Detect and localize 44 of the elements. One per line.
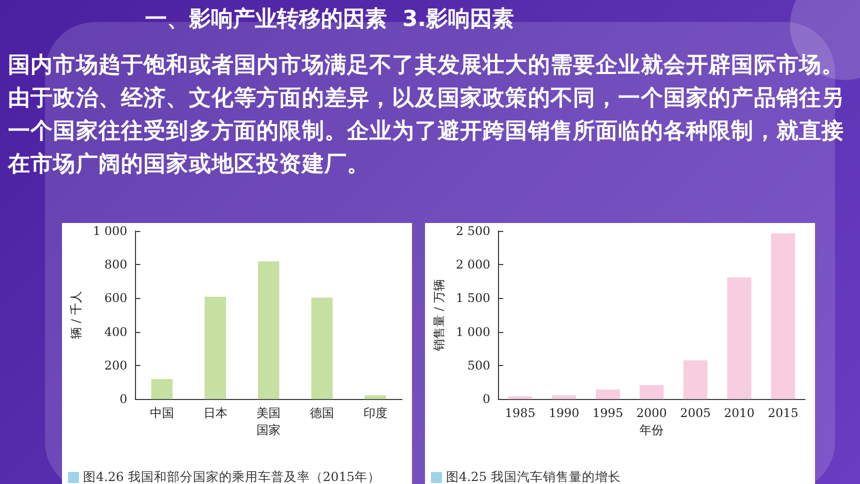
bar <box>552 395 576 400</box>
bar <box>258 261 280 400</box>
x-tick-label: 2010 <box>724 406 755 420</box>
x-axis-title: 国家 <box>256 423 281 437</box>
bar <box>364 395 386 400</box>
bar <box>771 233 796 400</box>
x-tick-label: 美国 <box>256 406 281 420</box>
y-tick-label: 2 000 <box>456 258 490 272</box>
x-tick-label: 2005 <box>680 406 711 420</box>
y-axis-title: 辆 / 千人 <box>69 291 83 339</box>
bar <box>508 396 532 400</box>
x-tick-label: 1990 <box>548 406 580 420</box>
bar <box>151 379 173 400</box>
x-tick-label: 日本 <box>203 406 228 420</box>
y-tick-label: 800 <box>104 258 128 272</box>
x-tick-label: 1985 <box>504 406 536 420</box>
y-axis-title: 销售量 / 万辆 <box>432 279 446 352</box>
y-tick-label: 1 500 <box>456 291 490 306</box>
x-tick-label: 德国 <box>310 406 334 420</box>
y-tick-label: 400 <box>104 324 128 339</box>
y-tick-label: 200 <box>104 358 128 372</box>
caption: 图4.25 我国汽车销售量的增长 <box>446 469 621 484</box>
x-axis-title: 年份 <box>640 423 664 437</box>
x-tick-label: 2015 <box>768 406 798 420</box>
y-tick-label: 2 500 <box>456 224 490 238</box>
x-tick-label: 2000 <box>636 406 667 420</box>
y-tick-label: 0 <box>482 392 490 406</box>
caption: 图4.26 我国和部分国家的乘用车普及率（2015年） <box>83 469 381 484</box>
y-tick-label: 1 000 <box>92 224 128 238</box>
bar <box>311 298 333 400</box>
bar <box>596 389 620 400</box>
x-tick-label: 1995 <box>592 406 624 420</box>
text: 一、影响产业转移的因素 3.影响因素 <box>145 6 514 34</box>
bar <box>640 385 664 400</box>
y-tick-label: 500 <box>467 358 490 372</box>
text: 国内市场趋于饱和或者国内市场满足不了其发展壮大的需要企业就会开辟国际市场。由于政治、经济、文化等方面的差异，以及国家政策的不同，一个国家的产品销往另一个国家往往受到多方面的限制。企业为了避开跨国销售所面临的各种限制，就直接在市场广阔的国家或地区投资建厂。 <box>8 52 846 179</box>
x-tick-label: 中国 <box>150 406 174 420</box>
y-tick-label: 0 <box>120 392 128 406</box>
x-tick-label: 印度 <box>363 406 388 420</box>
bar <box>727 277 752 400</box>
y-tick-label: 600 <box>104 291 128 306</box>
y-tick-label: 1 000 <box>456 324 490 339</box>
bar <box>204 296 226 400</box>
bar <box>683 360 708 400</box>
